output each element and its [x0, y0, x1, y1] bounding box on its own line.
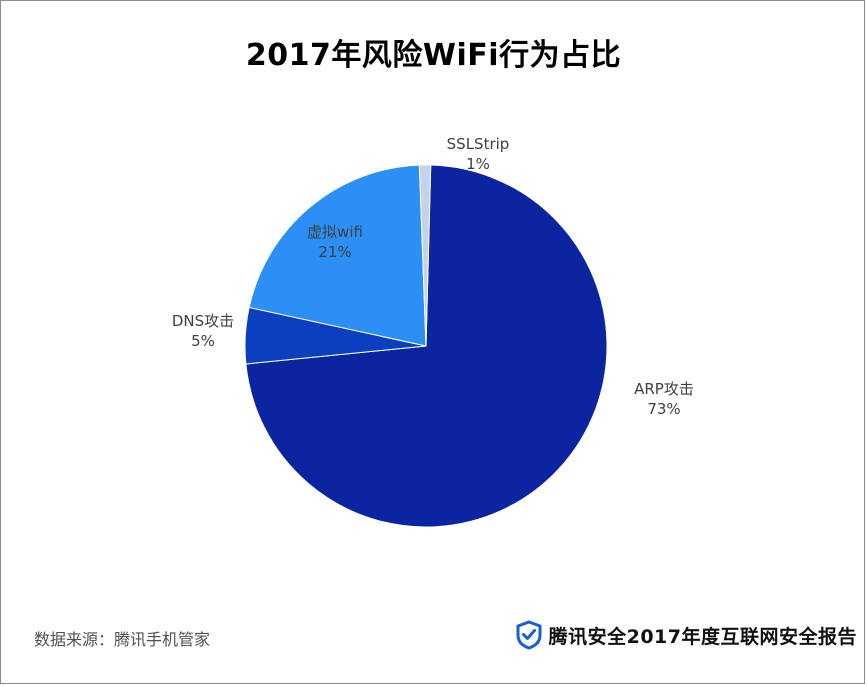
slice-percent-label: 21% [318, 243, 351, 261]
slice-percent-label: 1% [466, 155, 490, 173]
slice-name-label: 虚拟wifi [307, 223, 363, 241]
brand-footer: 腾讯安全2017年度互联网安全报告 [515, 620, 857, 650]
slice-name-label: SSLStrip [447, 135, 510, 153]
slice-percent-label: 73% [647, 400, 680, 418]
shield-check-icon [516, 620, 542, 650]
slice-name-label: DNS攻击 [172, 312, 234, 330]
pie-slices [244, 164, 608, 528]
report-brand-title: 腾讯安全2017年度互联网安全报告 [548, 625, 857, 648]
pie-slice [418, 164, 432, 347]
chart-title: 2017年风险WiFi行为占比 [245, 38, 622, 73]
pie-labels: ARP攻击 73% DNS攻击 5% 虚拟wifi 21% SSLStrip 1% [172, 135, 694, 418]
data-source-note: 数据来源：腾讯手机管家 [34, 630, 211, 649]
slice-percent-label: 5% [191, 332, 215, 350]
slice-name-label: ARP攻击 [634, 380, 694, 398]
pie-slice [248, 164, 427, 347]
